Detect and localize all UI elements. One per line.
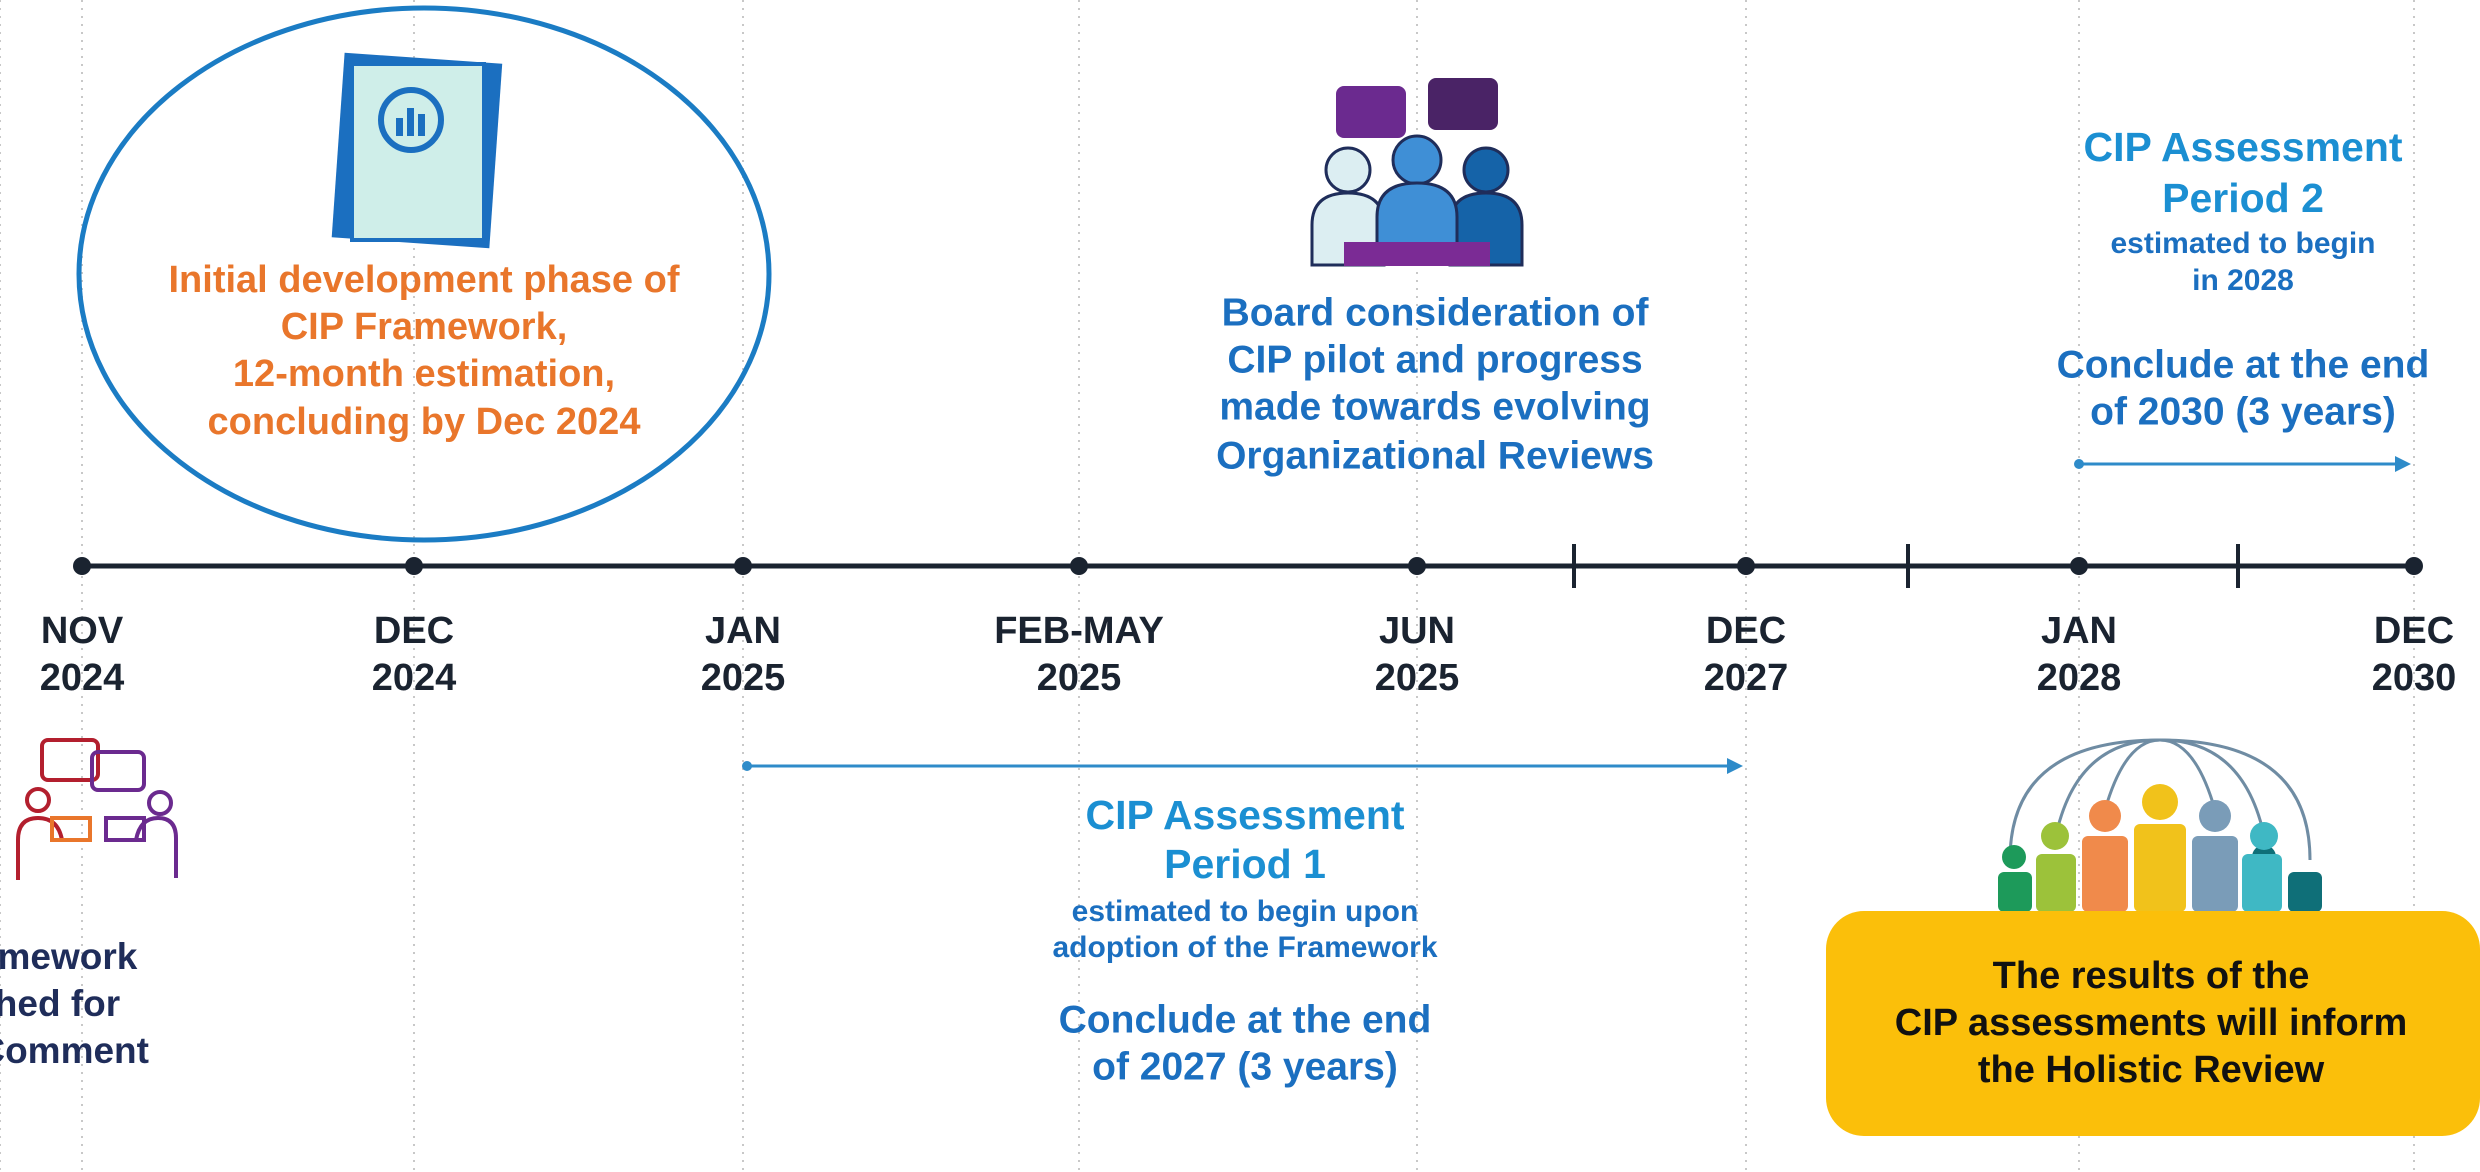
milestone-month: NOV bbox=[41, 610, 124, 652]
milestone-year: 2030 bbox=[2372, 657, 2457, 699]
period-conclude: Conclude at the end bbox=[1059, 998, 1432, 1041]
period-note: adoption of the Framework bbox=[1052, 931, 1437, 964]
milestone-dot bbox=[2405, 557, 2423, 575]
results-text: CIP assessments will inform bbox=[1895, 1002, 2408, 1044]
milestone-month: FEB-MAY bbox=[994, 610, 1164, 652]
milestone-year: 2027 bbox=[1704, 657, 1789, 699]
period-conclude: Conclude at the end bbox=[2057, 343, 2430, 386]
framework-text: Public Comment bbox=[0, 1030, 149, 1071]
milestone-month: DEC bbox=[2374, 610, 2454, 652]
milestone-dot bbox=[734, 557, 752, 575]
board-text: made towards evolving bbox=[1219, 385, 1650, 428]
milestone-year: 2025 bbox=[701, 657, 786, 699]
arrow-start bbox=[742, 761, 752, 771]
period-note: estimated to begin bbox=[2110, 227, 2375, 260]
period-note: estimated to begin upon bbox=[1072, 895, 1419, 928]
framework-text: CIP Framework bbox=[0, 936, 138, 977]
period-title: CIP Assessment bbox=[2083, 124, 2402, 170]
milestone-dot bbox=[2070, 557, 2088, 575]
phase-text: 12-month estimation, bbox=[233, 353, 615, 395]
meeting-icon bbox=[0, 0, 1522, 1172]
arrow-start bbox=[2074, 459, 2084, 469]
arrow-head bbox=[2395, 456, 2411, 472]
phase-text: concluding by Dec 2024 bbox=[208, 401, 641, 443]
period-note: in 2028 bbox=[2192, 264, 2294, 297]
phase-text: CIP Framework, bbox=[281, 306, 568, 348]
milestone-dot bbox=[1408, 557, 1426, 575]
milestone-month: DEC bbox=[374, 610, 454, 652]
milestone-year: 2028 bbox=[2037, 657, 2122, 699]
milestone-dot bbox=[1070, 557, 1088, 575]
milestone-dot bbox=[1737, 557, 1755, 575]
phase-text: Initial development phase of bbox=[169, 259, 680, 301]
period-title: CIP Assessment bbox=[1085, 792, 1404, 838]
milestone-year: 2025 bbox=[1037, 657, 1122, 699]
arrow-head bbox=[1727, 758, 1743, 774]
milestone-year: 2025 bbox=[1375, 657, 1460, 699]
framework-text: published for bbox=[0, 983, 120, 1024]
results-text: the Holistic Review bbox=[1978, 1049, 2325, 1091]
results-text: The results of the bbox=[1993, 955, 2310, 997]
timeline-diagram: NOV 2024 DEC 2024 JAN 2025 FEB-MAY 2025 JUN 2025 D… bbox=[0, 0, 2480, 1172]
milestone-month: JUN bbox=[1379, 610, 1455, 652]
milestone-year: 2024 bbox=[40, 657, 125, 699]
milestone-dot bbox=[73, 557, 91, 575]
milestone-dot bbox=[405, 557, 423, 575]
milestone-month: JAN bbox=[2041, 610, 2117, 652]
period-title: Period 2 bbox=[2162, 175, 2324, 221]
milestone-year: 2024 bbox=[372, 657, 457, 699]
milestone-month: JAN bbox=[705, 610, 781, 652]
board-text: Board consideration of bbox=[1222, 291, 1650, 334]
period-title: Period 1 bbox=[1164, 841, 1326, 887]
milestone-month: DEC bbox=[1706, 610, 1786, 652]
community-icon bbox=[1998, 740, 2322, 912]
period-conclude: of 2027 (3 years) bbox=[1092, 1045, 1398, 1088]
board-text: CIP pilot and progress bbox=[1227, 338, 1642, 381]
period-conclude: of 2030 (3 years) bbox=[2090, 390, 2396, 433]
board-text: Organizational Reviews bbox=[1216, 434, 1654, 477]
